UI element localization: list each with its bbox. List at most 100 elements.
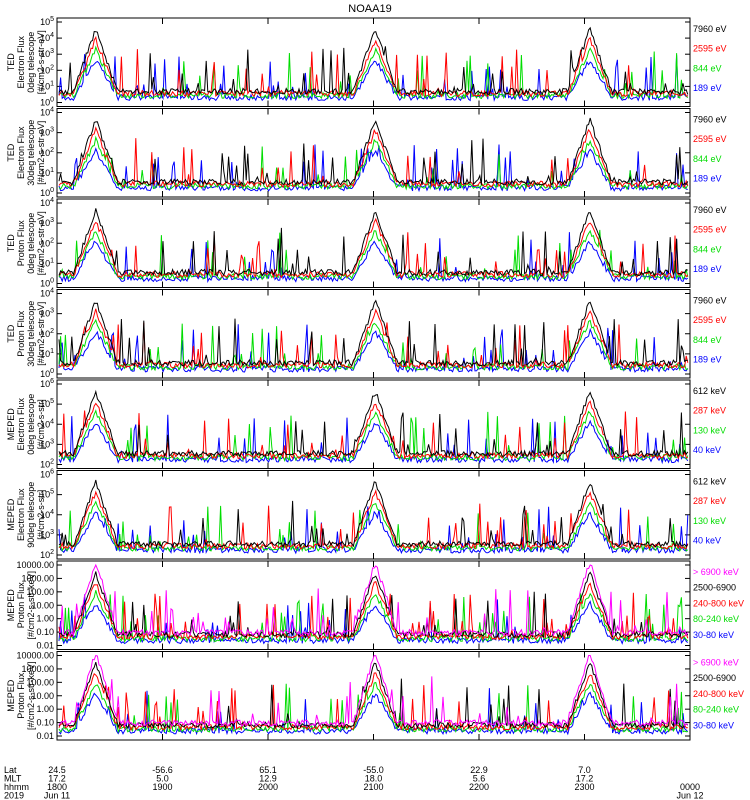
panel-1: 100 101 102 103 104 105 TEDElectron Flux0deg t…: [6, 16, 727, 108]
y-axis-label: TEDElectron Flux30deg telescope[#/cm2-s-…: [6, 120, 46, 186]
y-tick-label: 102: [40, 328, 54, 339]
legend-entry: 40 keV: [693, 445, 721, 455]
y-tick-label: 100.00: [26, 587, 54, 597]
legend-entry: 80-240 keV: [693, 614, 739, 624]
legend-entry: 7960 eV: [693, 115, 727, 125]
y-axis-label: MEPEDElectron Flux0deg telescope[#/cm2-s…: [6, 394, 46, 455]
legend-entry: 189 eV: [693, 354, 722, 364]
legend-entry: 189 eV: [693, 173, 722, 183]
y-tick-label: 102: [40, 64, 54, 75]
series-trace: [58, 117, 689, 187]
legend-entry: 30-80 keV: [693, 720, 734, 730]
footer-row-label: 2019: [4, 791, 24, 800]
footer-value: 22.9: [470, 765, 488, 775]
legend-entry: 844 eV: [693, 244, 722, 254]
series-trace: [58, 681, 688, 734]
y-tick-label: 0.01: [36, 731, 54, 741]
footer-row-label: MLT: [4, 774, 22, 784]
footer-value: -56.6: [152, 765, 173, 775]
legend-entry: 844 eV: [693, 335, 722, 345]
series-trace: [58, 232, 689, 284]
legend-entry: 240-800 keV: [693, 689, 744, 699]
y-tick-label: 102: [40, 459, 54, 470]
y-tick-label: 104: [40, 32, 54, 43]
y-tick-label: 104: [40, 107, 54, 118]
y-tick-label: 100: [40, 368, 54, 379]
y-tick-label: 104: [40, 418, 54, 429]
legend-entry: 2500-6900: [693, 673, 736, 683]
series-trace: [58, 208, 688, 277]
panel-2: 100 101 102 103 104 TEDElectron Flux30deg tel…: [6, 107, 727, 199]
y-tick-label: 103: [40, 308, 54, 319]
series-trace: [58, 672, 688, 732]
panel-4: 100 101 102 103 104 TEDProton Flux30deg teles…: [6, 288, 727, 380]
chart-title: NOAA19: [348, 3, 391, 15]
y-tick-label: 101: [40, 167, 54, 178]
series-trace: [58, 500, 689, 553]
panel-3: 100 101 102 103 104 TEDProton Flux0deg telesc…: [6, 197, 727, 289]
y-tick-label: 100.00: [26, 677, 54, 687]
footer-value: 24.5: [48, 765, 66, 775]
panel-8: 0.01 0.10 1.00 10.00 100.00 1000.00 10000.00ME…: [6, 651, 744, 742]
series-trace: [58, 563, 689, 638]
footer-value: 2200: [469, 782, 489, 792]
series-trace: [58, 661, 689, 730]
legend-entry: > 6900 keV: [693, 658, 739, 668]
y-axis-label: TEDProton Flux0deg telescope[#/cm2-s-str…: [6, 211, 46, 275]
legend-entry: 2595 eV: [693, 44, 727, 54]
legend-entry: 80-240 keV: [693, 705, 739, 715]
y-tick-label: 104: [40, 509, 54, 520]
y-tick-label: 102: [40, 549, 54, 560]
y-tick-label: 0.10: [36, 627, 54, 637]
y-tick-label: 10.00: [31, 691, 54, 701]
footer-value: 5.0: [156, 774, 169, 784]
legend-entry: 844 eV: [693, 63, 722, 73]
footer-value: 12.9: [259, 774, 277, 784]
y-tick-label: 1.00: [36, 704, 54, 714]
series-trace: [58, 409, 689, 463]
series-trace: [58, 26, 689, 97]
y-tick-label: 101: [40, 348, 54, 359]
y-tick-label: 100: [40, 278, 54, 289]
footer-value: 1800: [47, 782, 67, 792]
footer-value: 5.6: [473, 774, 486, 784]
legend-entry: 287 keV: [693, 406, 726, 416]
series-trace: [58, 571, 689, 640]
y-tick-label: 106: [40, 378, 54, 389]
legend-entry: 2595 eV: [693, 315, 727, 325]
legend-entry: > 6900 keV: [693, 567, 739, 577]
footer-value: 17.2: [576, 774, 594, 784]
legend-entry: 130 keV: [693, 516, 726, 526]
legend-entry: 287 keV: [693, 496, 726, 506]
y-tick-label: 103: [40, 127, 54, 138]
footer-value: 0000: [680, 782, 700, 792]
y-axis-label: TEDProton Flux30deg telescope[#/cm2-s-st…: [6, 301, 46, 367]
footer-value: 17.2: [48, 774, 66, 784]
series-trace: [58, 35, 688, 98]
series-trace: [58, 324, 689, 374]
legend-entry: 2595 eV: [693, 134, 727, 144]
series-trace: [58, 581, 689, 642]
footer-value: 65.1: [259, 765, 277, 775]
panel-5: 102 103 104 105 106 MEPEDElectron Flux0deg te…: [6, 378, 726, 470]
series-trace: [58, 389, 689, 459]
series-trace: [58, 54, 689, 103]
series-trace: [58, 299, 688, 368]
y-tick-label: 103: [40, 48, 54, 59]
footer-value: 2100: [363, 782, 383, 792]
panel-7: 0.01 0.10 1.00 10.00 100.00 1000.00 10000.00ME…: [6, 560, 744, 651]
y-axis-label: MEPEDProton Flux[#/cm2-s-str-keV]: [6, 571, 36, 640]
y-tick-label: 0.01: [36, 641, 54, 651]
footer-value: 1900: [152, 782, 172, 792]
legend-entry: 240-800 keV: [693, 598, 744, 608]
series-trace: [58, 45, 689, 100]
series-trace: [58, 654, 689, 728]
y-tick-label: 103: [40, 217, 54, 228]
legend-entry: 40 keV: [693, 535, 721, 545]
footer-value: 18.0: [365, 774, 383, 784]
legend-entry: 189 eV: [693, 83, 722, 93]
legend-entry: 612 keV: [693, 386, 726, 396]
y-tick-label: 106: [40, 469, 54, 480]
